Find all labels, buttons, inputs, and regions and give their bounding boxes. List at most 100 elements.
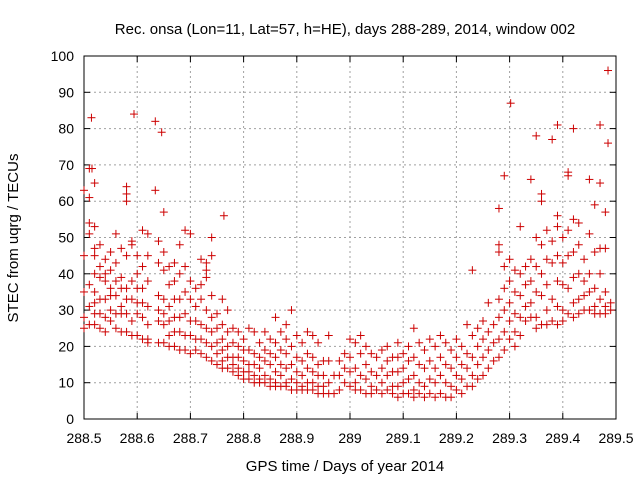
data-point — [202, 324, 211, 333]
data-point — [122, 251, 131, 260]
y-tick-label: 10 — [58, 375, 74, 391]
data-point — [521, 280, 530, 289]
data-point — [101, 295, 110, 304]
data-point — [287, 375, 296, 384]
data-point — [436, 331, 445, 340]
data-point — [537, 189, 546, 198]
data-point — [122, 182, 131, 191]
data-point — [335, 385, 344, 394]
data-point — [596, 120, 605, 129]
data-point — [590, 200, 599, 209]
y-axis-label: STEC from uqrg / TECUs — [5, 154, 22, 323]
data-point — [532, 262, 541, 271]
data-point — [127, 295, 136, 304]
data-point — [165, 331, 174, 340]
data-point — [308, 331, 317, 340]
data-point — [111, 291, 120, 300]
data-point — [175, 269, 184, 278]
data-point — [298, 338, 307, 347]
data-point — [409, 371, 418, 380]
data-point — [90, 222, 99, 231]
data-point — [553, 222, 562, 231]
data-point — [165, 316, 174, 325]
data-point — [154, 316, 163, 325]
data-point — [399, 349, 408, 358]
data-point — [596, 269, 605, 278]
data-point — [393, 367, 402, 376]
data-point — [207, 251, 216, 260]
data-point — [601, 287, 610, 296]
data-point — [367, 367, 376, 376]
data-point — [553, 251, 562, 260]
data-point — [604, 66, 613, 75]
data-point — [266, 375, 275, 384]
data-point — [457, 389, 466, 398]
data-point — [479, 353, 487, 362]
data-point — [447, 382, 456, 391]
data-point — [186, 295, 195, 304]
data-point — [186, 349, 195, 358]
data-point — [516, 222, 525, 231]
data-point — [425, 356, 434, 365]
data-point — [228, 360, 237, 369]
data-point — [197, 335, 206, 344]
data-point — [606, 306, 615, 315]
data-point — [441, 378, 450, 387]
data-point — [537, 197, 546, 206]
data-point — [431, 364, 440, 373]
data-point — [282, 364, 291, 373]
data-point — [377, 346, 386, 355]
data-point — [244, 367, 253, 376]
data-point — [260, 378, 269, 387]
data-point — [569, 124, 578, 133]
y-tick-label: 80 — [58, 121, 74, 137]
data-point — [500, 171, 509, 180]
data-point — [393, 338, 402, 347]
data-point — [228, 338, 237, 347]
data-point — [218, 320, 227, 329]
x-axis-label: GPS time / Days of year 2014 — [246, 458, 444, 475]
data-point — [532, 233, 541, 242]
data-point — [223, 306, 232, 315]
data-point — [308, 385, 317, 394]
x-tick-label: 289.3 — [492, 430, 527, 446]
data-point — [505, 316, 514, 325]
data-point — [377, 378, 386, 387]
data-point — [106, 316, 115, 325]
data-point — [303, 364, 312, 373]
data-point — [377, 364, 386, 373]
data-point — [489, 320, 498, 329]
data-point — [510, 342, 519, 351]
data-point — [308, 378, 317, 387]
data-point — [564, 251, 573, 260]
data-point — [90, 244, 99, 253]
data-point — [479, 316, 487, 325]
data-point — [287, 342, 296, 351]
data-point — [143, 277, 152, 286]
data-point — [223, 342, 232, 351]
data-point — [542, 320, 551, 329]
data-point — [127, 316, 136, 325]
data-point — [548, 295, 557, 304]
data-point — [441, 338, 450, 347]
data-point — [87, 164, 96, 173]
data-point — [542, 255, 551, 264]
data-point — [95, 240, 104, 249]
data-point — [154, 306, 163, 315]
data-point — [80, 186, 88, 195]
data-point — [292, 378, 301, 387]
data-point — [127, 240, 136, 249]
data-point — [213, 360, 221, 369]
data-point — [106, 248, 115, 257]
data-point — [85, 280, 94, 289]
data-point — [287, 306, 296, 315]
data-point — [468, 331, 477, 340]
data-point — [250, 327, 259, 336]
y-tick-labels: 0 10 20 30 40 50 60 70 80 90 100 — [51, 48, 75, 427]
data-point — [207, 233, 216, 242]
data-point — [548, 316, 557, 325]
data-point — [266, 360, 275, 369]
data-point — [255, 353, 264, 362]
data-point — [181, 287, 190, 296]
data-point — [553, 211, 562, 220]
